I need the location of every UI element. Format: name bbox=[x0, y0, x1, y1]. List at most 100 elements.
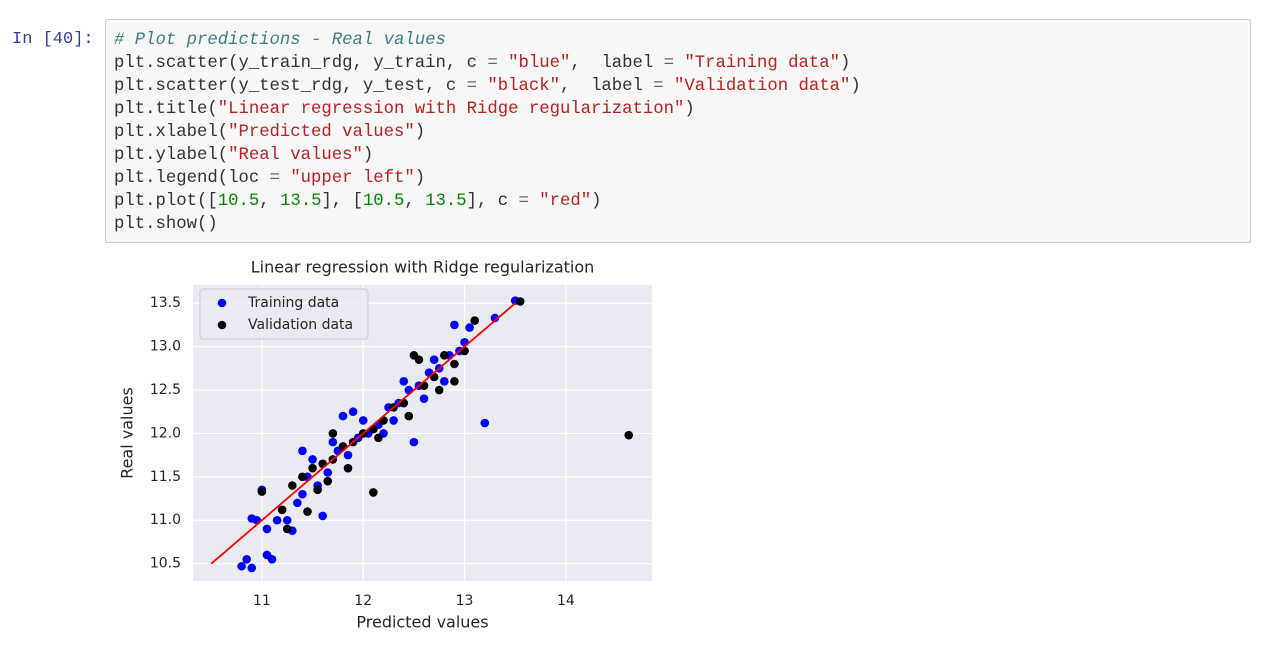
y-tick-label: 13.0 bbox=[150, 339, 181, 355]
code-token: = bbox=[466, 77, 477, 96]
code-token: ) bbox=[839, 54, 851, 73]
code-token: = bbox=[653, 77, 664, 96]
code-line: plt.show() bbox=[114, 213, 861, 236]
code-token: plt.show() bbox=[114, 215, 218, 234]
y-tick-label: 12.5 bbox=[150, 382, 181, 398]
code-token: = bbox=[663, 54, 675, 73]
code-token: ], c bbox=[466, 192, 519, 211]
code-token: ) bbox=[684, 100, 695, 119]
point bbox=[343, 450, 353, 460]
point bbox=[343, 463, 353, 473]
point bbox=[515, 297, 525, 306]
point bbox=[439, 377, 449, 386]
chart-title: Linear regression with Ridge regularizat… bbox=[251, 258, 595, 277]
code-token: , label bbox=[570, 54, 664, 73]
code: # Plot predictions - Real values plt.scat… bbox=[114, 29, 861, 236]
code-token: plt.scatter(y_train_rdg, y_train, c bbox=[114, 54, 488, 73]
y-tick-label: 10.5 bbox=[150, 556, 181, 572]
code-token bbox=[280, 169, 290, 188]
code-token: plt.scatter(y_test_rdg, y_test, c bbox=[114, 77, 467, 96]
point bbox=[399, 377, 409, 386]
point bbox=[369, 424, 378, 434]
point bbox=[465, 323, 474, 332]
code-line: plt.legend(loc = "upper left") bbox=[114, 167, 861, 190]
x-tick-label: 11 bbox=[253, 593, 271, 609]
point bbox=[318, 459, 327, 469]
point bbox=[409, 437, 419, 447]
code-token: plt.legend(loc bbox=[114, 169, 270, 188]
code-token: ], [ bbox=[321, 192, 363, 211]
code-token: ) bbox=[414, 169, 426, 188]
code-token bbox=[477, 77, 487, 96]
code-token: "black" bbox=[487, 77, 560, 96]
code-token: ) bbox=[591, 192, 602, 211]
code-token bbox=[674, 54, 684, 73]
point bbox=[450, 359, 459, 369]
point bbox=[308, 455, 317, 464]
code-token: plt.ylabel( bbox=[114, 146, 229, 165]
point bbox=[323, 476, 333, 486]
code-token: "Validation data" bbox=[674, 77, 851, 96]
point bbox=[379, 416, 388, 425]
code-token: 13.5 bbox=[279, 192, 322, 211]
point bbox=[303, 507, 312, 516]
code-token: "upper left" bbox=[290, 169, 415, 188]
code-token: # Plot predictions - Real values bbox=[114, 31, 446, 50]
point bbox=[257, 487, 267, 496]
y-axis-label: Real values bbox=[118, 387, 137, 479]
point bbox=[434, 385, 444, 395]
point bbox=[328, 429, 338, 438]
code-cell[interactable]: # Plot predictions - Real values plt.scat… bbox=[105, 19, 1251, 243]
code-token bbox=[664, 77, 674, 96]
point bbox=[252, 515, 262, 525]
code-token: "Training data" bbox=[684, 54, 840, 73]
point bbox=[338, 411, 348, 421]
point bbox=[348, 407, 358, 417]
point bbox=[490, 313, 500, 323]
code-token: = bbox=[487, 54, 498, 73]
code-token: plt.plot([ bbox=[114, 192, 218, 211]
point bbox=[298, 446, 307, 456]
point bbox=[439, 351, 449, 360]
code-token: 13.5 bbox=[425, 192, 467, 211]
point bbox=[282, 524, 292, 534]
point bbox=[419, 381, 429, 390]
code-line: plt.plot([10.5, 13.5], [10.5, 13.5], c =… bbox=[114, 190, 861, 213]
point bbox=[399, 398, 409, 408]
code-token: , bbox=[259, 192, 280, 211]
code-token bbox=[529, 192, 539, 211]
point bbox=[414, 355, 424, 364]
point bbox=[318, 511, 327, 521]
point bbox=[338, 442, 348, 451]
point bbox=[282, 515, 292, 525]
code-token: , label bbox=[559, 77, 654, 96]
legend-marker bbox=[217, 298, 227, 308]
code-token: ) bbox=[414, 123, 426, 142]
code-line: plt.title("Linear regression with Ridge … bbox=[114, 98, 861, 121]
legend bbox=[199, 288, 369, 340]
point bbox=[419, 394, 429, 404]
code-token: "Predicted values" bbox=[228, 123, 415, 142]
point bbox=[242, 554, 252, 564]
point bbox=[323, 468, 333, 477]
point bbox=[470, 316, 479, 325]
point bbox=[308, 463, 317, 473]
legend-label: Training data bbox=[247, 295, 339, 311]
y-tick-label: 11.0 bbox=[150, 512, 181, 528]
code-token: 10.5 bbox=[217, 192, 260, 211]
point bbox=[277, 505, 287, 515]
code-token bbox=[498, 54, 508, 73]
code-token: "Linear regression with Ridge regulariza… bbox=[217, 100, 685, 119]
x-axis-label: Predicted values bbox=[356, 613, 488, 632]
reference-line bbox=[210, 302, 516, 565]
point bbox=[293, 498, 302, 508]
y-tick-label: 11.5 bbox=[150, 469, 181, 485]
code-line: plt.ylabel("Real values") bbox=[114, 144, 861, 167]
point bbox=[298, 489, 307, 499]
code-line: plt.scatter(y_test_rdg, y_test, c = "bla… bbox=[114, 75, 861, 98]
y-tick-label: 12.0 bbox=[150, 425, 181, 441]
point bbox=[358, 416, 368, 425]
point bbox=[262, 524, 272, 534]
point bbox=[480, 418, 490, 428]
